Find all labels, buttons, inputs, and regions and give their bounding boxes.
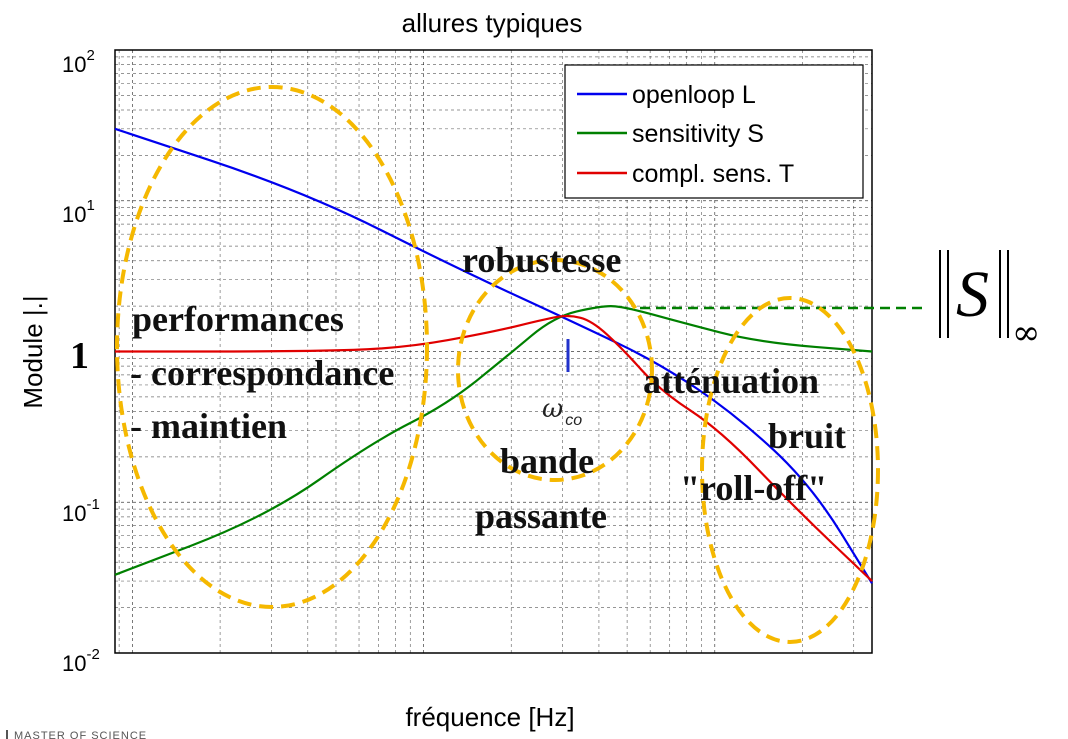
legend-label-sensitivity: sensitivity S: [632, 120, 764, 148]
annotation-robustesse: robustesse: [462, 240, 621, 280]
legend: openloop L sensitivity S compl. sens. T: [564, 64, 864, 199]
unity-label: 1: [70, 335, 89, 377]
omega-co-symbol: ω co: [542, 394, 582, 429]
annotation-maintien: - maintien: [130, 406, 287, 446]
y-tick-label: 102: [62, 47, 95, 77]
y-tick-label: 101: [62, 197, 95, 227]
y-tick-labels: 102 101 10-1 10-2: [62, 47, 100, 676]
y-axis-label: Module |.|: [18, 295, 48, 408]
legend-box: [564, 64, 864, 199]
series-line-complementary: [115, 314, 873, 582]
y-tick-label: 10-1: [62, 496, 100, 526]
attenuation-ellipse: [700, 296, 880, 644]
series-line-sensitivity: [114, 305, 873, 576]
annotation-passante: passante: [475, 496, 607, 536]
annotation-attenuation: atténuation: [643, 361, 819, 401]
ellipses: [115, 85, 880, 644]
footer-mark: [6, 730, 8, 739]
y-tick-label: 10-2: [62, 646, 100, 676]
annotation-correspondance: - correspondance: [130, 353, 394, 393]
footer-text: MASTER OF SCIENCE: [14, 730, 147, 739]
norm-infinity-subscript: ∞: [1012, 313, 1040, 353]
annotation-roll-off: "roll-off": [680, 468, 827, 508]
series-group: [114, 127, 873, 584]
performance-ellipse: [115, 85, 429, 609]
x-axis-label: fréquence [Hz]: [405, 702, 574, 732]
s-infinity-norm: S ∞: [939, 250, 1040, 353]
annotation-bruit: bruit: [768, 416, 846, 456]
annotation-bande: bande: [500, 441, 594, 481]
legend-label-openloop: openloop L: [632, 81, 756, 109]
annotation-performances: performances: [132, 299, 344, 339]
robustness-ellipse: [456, 258, 654, 482]
chart-title: allures typiques: [402, 8, 583, 38]
norm-symbol-s: S: [956, 258, 989, 331]
series-line-openloop: [114, 127, 873, 584]
legend-label-complementary: compl. sens. T: [632, 160, 794, 188]
